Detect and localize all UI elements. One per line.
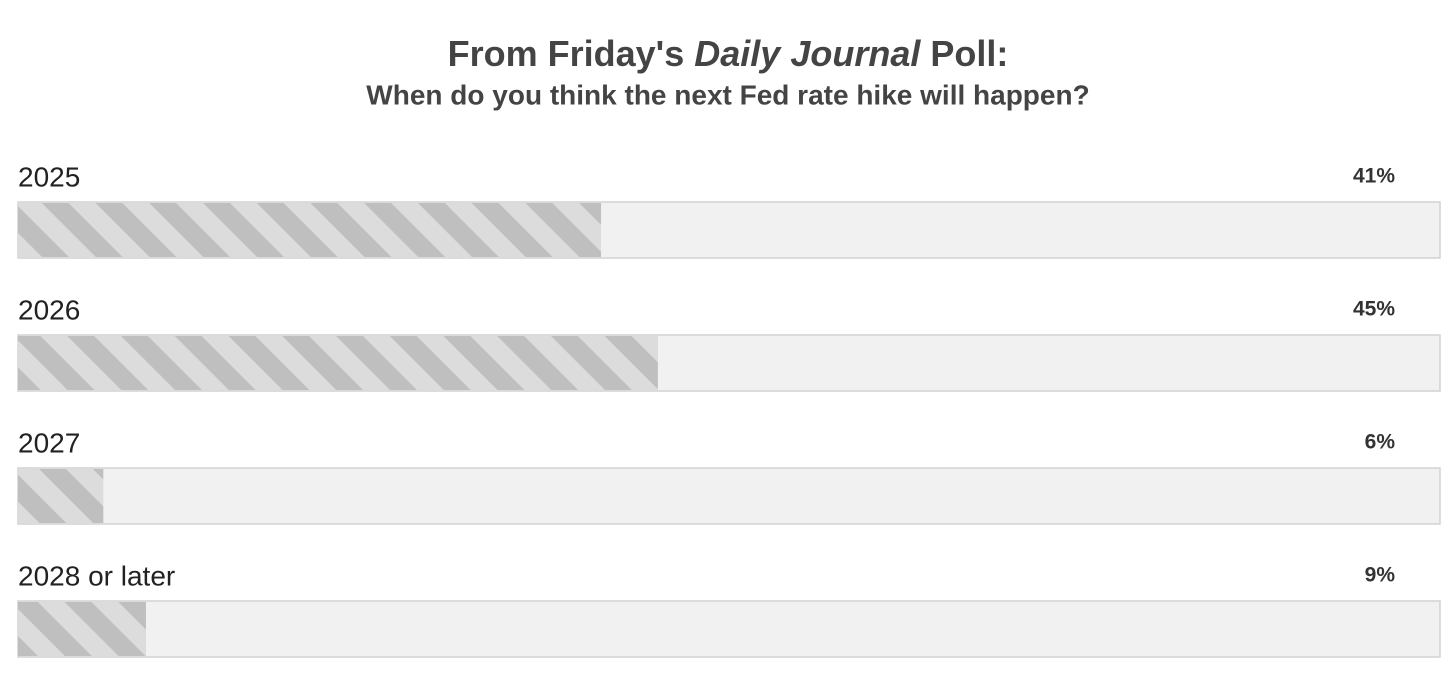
option-label: 2027 [18,427,80,458]
bar [18,602,146,656]
option-label: 2026 [18,294,80,325]
option-label: 2028 or later [18,560,175,591]
value-label: 9% [1365,564,1396,587]
bar [18,469,104,523]
value-label: 41% [1353,165,1395,188]
title-part: From Friday's [448,33,685,74]
chart-title: From Friday's Daily Journal Poll: [448,33,1009,74]
bar [18,336,658,390]
value-label: 45% [1353,298,1395,321]
option-label: 2025 [18,161,80,192]
bar [18,203,602,257]
bar-track [17,467,1441,525]
title-part: Poll: [930,33,1008,74]
title-part: Daily Journal [694,33,921,74]
bar-track [17,600,1441,658]
value-label: 6% [1365,431,1396,454]
chart-subtitle: When do you think the next Fed rate hike… [366,79,1089,110]
